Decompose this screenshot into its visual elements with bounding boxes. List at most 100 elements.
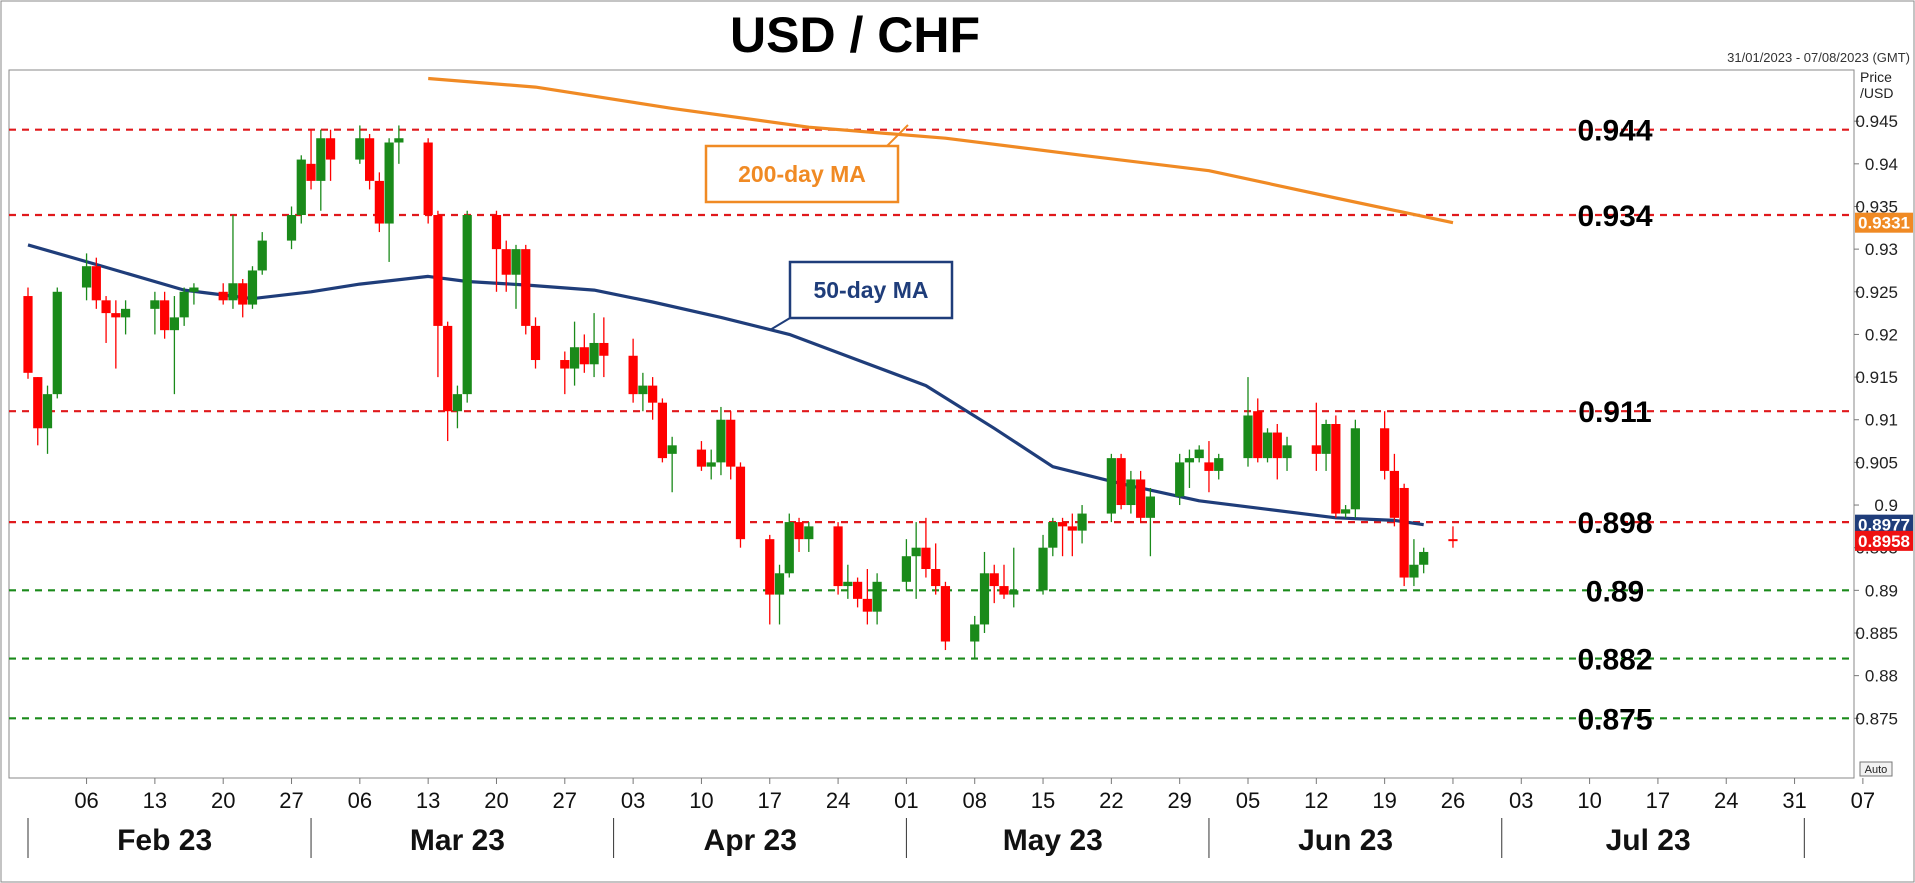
candle-body	[774, 573, 785, 595]
x-day-label: 20	[484, 788, 508, 813]
candle-body	[1204, 462, 1214, 471]
candle-2023-02-20	[218, 283, 228, 305]
candle-body	[1419, 551, 1429, 565]
candle-body	[1126, 479, 1136, 506]
candle-body	[1175, 462, 1185, 497]
x-day-label: 06	[74, 788, 98, 813]
candle-body	[52, 291, 62, 395]
candle-2023-04-27	[862, 569, 872, 625]
candle-body	[1350, 428, 1360, 510]
candle-2023-04-03	[628, 338, 638, 403]
ma50-layer	[27, 243, 1424, 527]
candle-body	[1057, 522, 1068, 527]
candle-body	[42, 394, 53, 429]
candle-body	[657, 402, 667, 459]
candle-2023-06-09	[1282, 436, 1292, 471]
x-day-label: 27	[279, 788, 303, 813]
candle-body	[1145, 496, 1155, 518]
candle-2023-06-13	[1321, 419, 1331, 471]
candle-2023-03-16	[452, 385, 463, 429]
x-day-label: 26	[1441, 788, 1465, 813]
candle-body	[228, 283, 238, 301]
candle-body	[970, 624, 980, 642]
x-day-label: 13	[143, 788, 167, 813]
y-tick-label: 0.88	[1865, 667, 1898, 686]
candle-body	[784, 522, 794, 574]
candle-2023-06-02	[1214, 453, 1224, 480]
candle-2023-04-21	[804, 522, 814, 552]
candle-2023-04-04	[638, 372, 648, 412]
candle-2023-04-10	[696, 441, 707, 471]
y-tick-label: 0.94	[1865, 155, 1898, 174]
candle-body	[394, 138, 404, 143]
candle-2023-04-11	[706, 449, 716, 480]
candle-2023-05-17	[1057, 517, 1068, 557]
x-day-label: 29	[1167, 788, 1191, 813]
candle-2023-05-03	[921, 517, 931, 578]
candle-2023-06-15	[1341, 505, 1351, 518]
candle-body	[423, 142, 433, 216]
candle-2023-03-27	[560, 351, 570, 395]
x-month-label: Jul 23	[1606, 824, 1691, 857]
ma200-callout-label: 200-day MA	[738, 161, 866, 187]
candle-body	[1272, 432, 1282, 459]
candle-2023-05-04	[931, 543, 941, 595]
x-month-label: Feb 23	[117, 824, 212, 857]
candle-body	[374, 180, 384, 224]
level-label-0.911: 0.911	[1578, 396, 1651, 429]
candle-2023-05-18	[1067, 513, 1077, 557]
candle-body	[111, 313, 121, 318]
ma200-layer	[428, 76, 1454, 225]
ma200-callout: 200-day MA	[704, 124, 909, 204]
auto-scale-button[interactable]	[1859, 761, 1893, 777]
candle-body	[1253, 411, 1263, 459]
candle-body	[257, 240, 267, 271]
ma50-callout-label: 50-day MA	[813, 277, 928, 303]
x-day-label: 31	[1782, 788, 1806, 813]
chart-title: USD / CHF	[730, 7, 980, 63]
candle-body	[1448, 539, 1458, 542]
candle-2023-02-15	[169, 296, 179, 395]
level-label-0.875: 0.875	[1577, 703, 1652, 736]
level-label-0.934: 0.934	[1577, 200, 1652, 233]
ma50-line	[27, 243, 1424, 527]
candle-2023-03-29	[579, 334, 589, 373]
candle-2023-02-24	[257, 232, 267, 275]
y-tick-label: 0.91	[1865, 411, 1898, 430]
candle-2023-06-16	[1350, 419, 1360, 518]
candle-2023-05-16	[1048, 517, 1058, 557]
candle-body	[384, 142, 394, 224]
candle-body	[33, 377, 43, 429]
x-month-label: Jun 23	[1298, 824, 1393, 857]
candle-body	[169, 317, 179, 331]
candle-2023-05-01	[901, 539, 911, 591]
candle-2023-04-13	[726, 411, 736, 480]
candle-body	[989, 573, 999, 587]
candle-2023-04-17	[765, 534, 775, 625]
candle-2023-03-30	[589, 313, 599, 378]
candle-2023-02-14	[160, 291, 170, 339]
candlesticks	[23, 125, 1458, 659]
candle-body	[1409, 564, 1419, 578]
candle-2023-02-10	[121, 300, 131, 335]
candle-2023-03-23	[521, 244, 531, 335]
candle-2023-03-31	[599, 317, 609, 378]
y-tick-label: 0.915	[1855, 368, 1898, 387]
y-axis: 0.8750.880.8850.890.8950.90.9050.910.915…	[1854, 112, 1913, 728]
candle-body	[735, 466, 746, 540]
candle-body	[286, 215, 297, 241]
candle-body	[1341, 509, 1351, 514]
candle-2023-06-07	[1262, 428, 1273, 463]
candle-2023-05-26	[1145, 487, 1155, 557]
candle-body	[696, 449, 707, 467]
candle-body	[316, 138, 326, 181]
candle-2023-03-15	[443, 321, 453, 442]
candle-2023-05-19	[1077, 505, 1087, 544]
candle-body	[452, 394, 463, 412]
x-day-label: 27	[553, 788, 577, 813]
candle-body	[1331, 424, 1341, 514]
ma50-price-tag: 0.8977	[1855, 514, 1913, 535]
candle-2023-06-21	[1399, 483, 1409, 587]
candle-2023-03-06	[355, 125, 365, 164]
candle-2023-04-24	[833, 522, 843, 595]
